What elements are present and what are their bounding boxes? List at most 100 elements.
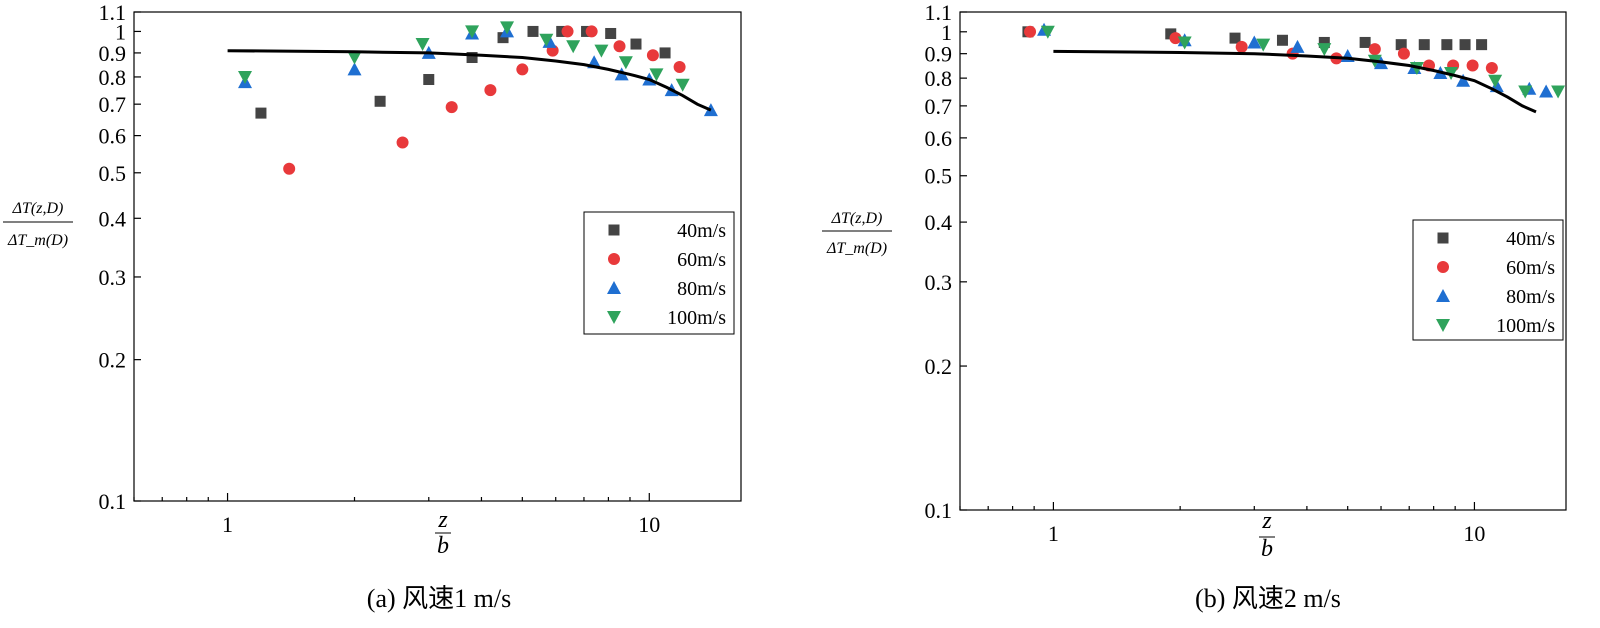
data-point-100m/s: [465, 25, 480, 39]
y-tick-label: 0.6: [99, 124, 127, 149]
data-point-40m/s: [423, 74, 435, 86]
data-point-60m/s: [646, 49, 659, 62]
data-point-40m/s: [1165, 28, 1177, 40]
data-point-60m/s: [396, 136, 409, 149]
x-tick-label: 10: [1463, 521, 1485, 546]
data-point-80m/s: [347, 62, 362, 76]
legend-marker-100m/s: [607, 311, 621, 324]
data-point-100m/s: [1488, 74, 1503, 88]
x-axis-label-numerator: z: [437, 507, 448, 533]
y-tick-label: 0.7: [925, 94, 953, 119]
data-point-100m/s: [594, 44, 609, 58]
data-point-60m/s: [1024, 25, 1037, 38]
data-point-40m/s: [374, 95, 386, 107]
x-tick-label: 10: [638, 512, 660, 537]
data-point-40m/s: [659, 47, 671, 59]
y-tick-label: 0.3: [925, 270, 953, 295]
chart-panel-a: 0.10.20.30.40.50.60.70.80.911.11 10ΔT(z,D…: [3, 0, 742, 613]
y-tick-label: 0.2: [99, 348, 127, 373]
data-point-80m/s: [1290, 39, 1305, 53]
data-point-100m/s: [347, 51, 362, 65]
y-axis-label-numerator: ΔT(z,D): [831, 210, 883, 227]
plot-frame: [959, 11, 1567, 511]
data-point-40m/s: [497, 32, 509, 44]
x-axis-label-numerator: z: [1261, 508, 1272, 534]
data-point-60m/s: [613, 40, 626, 53]
data-point-60m/s: [673, 60, 686, 73]
x-axis-label-denominator: b: [1261, 536, 1273, 562]
y-tick-label: 0.2: [925, 354, 953, 379]
data-point-100m/s: [1317, 43, 1332, 57]
data-point-100m/s: [675, 78, 690, 92]
legend-marker-100m/s: [1436, 319, 1450, 332]
x-axis-label-denominator: b: [437, 533, 449, 559]
data-point-40m/s: [630, 38, 642, 50]
data-point-100m/s: [500, 21, 515, 35]
y-tick-label: 0.6: [925, 126, 953, 151]
data-point-60m/s: [445, 101, 458, 114]
data-point-60m/s: [561, 25, 574, 38]
data-point-100m/s: [566, 40, 581, 54]
y-tick-label: 0.1: [925, 498, 953, 523]
data-point-40m/s: [1229, 32, 1241, 44]
data-point-100m/s: [539, 33, 554, 47]
data-point-40m/s: [527, 25, 539, 37]
data-point-40m/s: [1441, 39, 1453, 51]
x-tick-label: 1: [222, 512, 233, 537]
data-point-100m/s: [1551, 85, 1566, 99]
y-tick-label: 0.4: [925, 210, 953, 235]
y-tick-label: 0.1: [99, 489, 127, 514]
data-point-60m/s: [484, 84, 497, 97]
data-point-60m/s: [1235, 40, 1248, 53]
data-point-40m/s: [1476, 39, 1488, 51]
data-point-100m/s: [415, 38, 430, 52]
data-point-60m/s: [1169, 32, 1182, 45]
data-point-80m/s: [1247, 35, 1262, 49]
y-tick-label: 0.9: [925, 42, 953, 67]
chart-caption: (b) 风速2 m/s: [1195, 584, 1341, 613]
legend-marker-40m/s: [1437, 232, 1449, 244]
y-tick-label: 0.3: [99, 265, 127, 290]
data-point-100m/s: [238, 70, 253, 84]
y-tick-label: 0.4: [99, 206, 127, 231]
y-axis-label-denominator: ΔT_m(D): [826, 240, 887, 257]
plot-frame: [133, 11, 742, 502]
y-tick-label: 1: [115, 19, 126, 44]
legend: 40m/s 60m/s 80m/s 100m/s: [1412, 219, 1564, 341]
y-tick-label: 0.8: [99, 65, 127, 90]
legend-marker-80m/s: [1436, 289, 1450, 302]
legend-label: 100m/s: [667, 307, 726, 329]
y-tick-label: 0.5: [99, 161, 127, 186]
data-point-100m/s: [649, 68, 664, 82]
legend-marker-60m/s: [1437, 261, 1449, 273]
theory-curve: [227, 49, 712, 112]
data-point-100m/s: [1040, 25, 1055, 39]
legend-marker-40m/s: [608, 224, 620, 236]
data-point-60m/s: [516, 63, 529, 76]
data-point-40m/s: [255, 107, 267, 119]
y-tick-label: 1: [941, 20, 952, 45]
legend-label: 40m/s: [677, 220, 726, 242]
data-point-40m/s: [1395, 39, 1407, 51]
y-tick-label: 1.1: [925, 0, 953, 25]
data-point-100m/s: [618, 56, 633, 70]
y-tick-label: 0.9: [99, 41, 127, 66]
data-point-60m/s: [283, 162, 296, 175]
data-point-60m/s: [1368, 43, 1381, 56]
legend-label: 40m/s: [1506, 228, 1555, 250]
data-point-60m/s: [1397, 47, 1410, 60]
y-axis-label-denominator: ΔT_m(D): [7, 232, 68, 249]
data-point-40m/s: [1318, 36, 1330, 48]
legend-label: 80m/s: [677, 278, 726, 300]
data-point-100m/s: [1177, 36, 1192, 50]
theory-curve: [1053, 49, 1537, 114]
data-point-100m/s: [1518, 85, 1533, 99]
legend-marker-60m/s: [608, 253, 620, 265]
data-point-60m/s: [1466, 59, 1479, 72]
data-point-40m/s: [605, 27, 617, 39]
legend: 40m/s 60m/s 80m/s 100m/s: [583, 211, 735, 335]
y-tick-label: 0.8: [925, 66, 953, 91]
y-tick-label: 0.7: [99, 92, 127, 117]
chart-caption: (a) 风速1 m/s: [367, 584, 511, 613]
